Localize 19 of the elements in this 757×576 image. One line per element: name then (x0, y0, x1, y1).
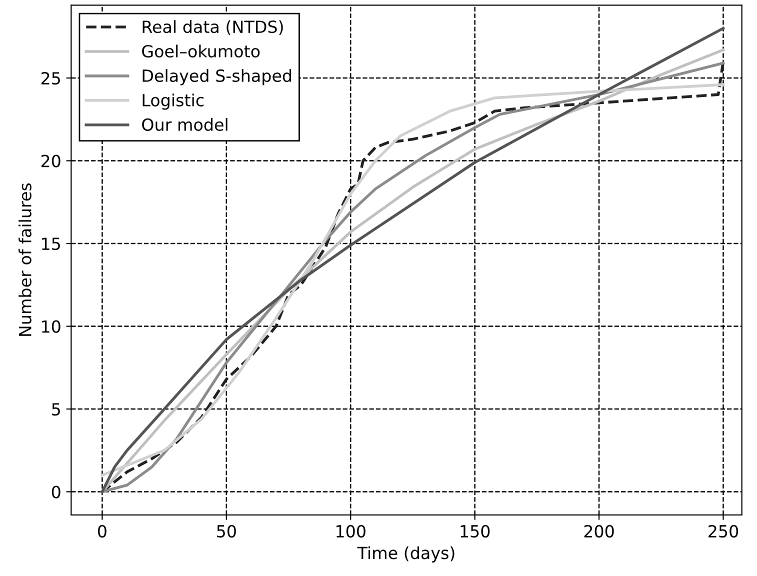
y-tick-label: 0 (52, 486, 60, 498)
x-tick-label: 100 (336, 524, 366, 538)
legend-label: Real data (NTDS) (142, 20, 283, 36)
x-tick-label: 50 (217, 524, 236, 538)
legend-label: Logistic (142, 94, 204, 110)
y-tick-label: 5 (52, 403, 60, 416)
y-tick-label: 25 (41, 72, 60, 85)
x-tick-label: 200 (584, 524, 614, 538)
y-tick-label: 10 (42, 320, 60, 333)
x-tick-label: 0 (98, 524, 106, 538)
y-tick-label: 20 (41, 154, 60, 168)
y-tick-label: 15 (42, 238, 60, 250)
legend-label: Goel–okumoto (142, 44, 260, 58)
legend-label: Our model (142, 118, 228, 131)
y-axis-title: Number of failures (18, 183, 32, 336)
x-axis-title: Time (days) (357, 546, 454, 562)
x-tick-label: 150 (460, 524, 490, 538)
legend-label: Delayed S-shaped (142, 69, 292, 86)
x-tick-label: 250 (708, 524, 738, 538)
